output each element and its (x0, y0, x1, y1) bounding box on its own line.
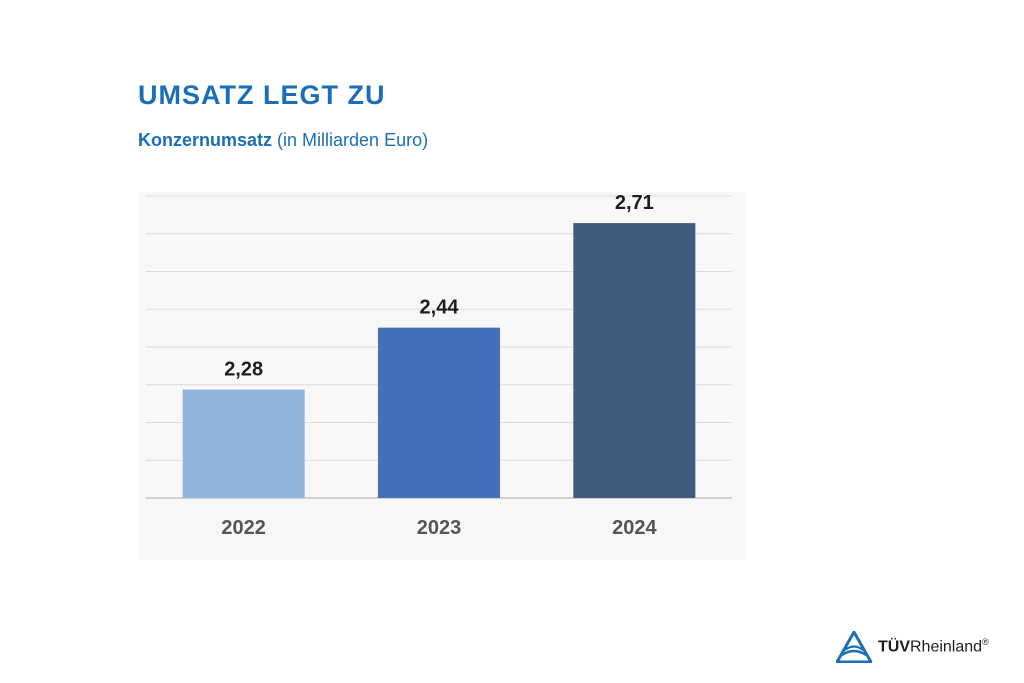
tuv-rheinland-logo: TÜVRheinland® (836, 630, 989, 664)
subtitle-unit: (in Milliarden Euro) (277, 130, 429, 150)
page-title: UMSATZ LEGT ZU (138, 80, 386, 110)
bar-2022 (182, 389, 305, 498)
bar-2023 (378, 327, 500, 498)
chart-subtitle: Konzernumsatz (in Milliarden Euro) (138, 130, 428, 151)
x-tick-label-2023: 2023 (417, 517, 462, 539)
logo-wordmark: TÜVRheinland® (878, 637, 989, 656)
bar-2024 (573, 223, 696, 498)
logo-text-normal: Rheinland (910, 638, 983, 656)
x-tick-label-2024: 2024 (612, 517, 657, 539)
data-label-2022: 2,28 (224, 359, 263, 381)
x-tick-label-2022: 2022 (221, 517, 266, 539)
subtitle-bold: Konzernumsatz (138, 130, 273, 150)
chart-panel: 2,28 2022 2,44 2023 2,71 2024 (138, 192, 746, 560)
tuv-triangle-icon (836, 631, 872, 663)
data-label-2024: 2,71 (615, 192, 654, 214)
data-label-2023: 2,44 (420, 297, 460, 319)
logo-registered-mark: ® (982, 637, 989, 648)
revenue-bar-chart: 2,28 2022 2,44 2023 2,71 2024 (146, 192, 732, 539)
logo-text-bold: TÜV (878, 638, 910, 656)
